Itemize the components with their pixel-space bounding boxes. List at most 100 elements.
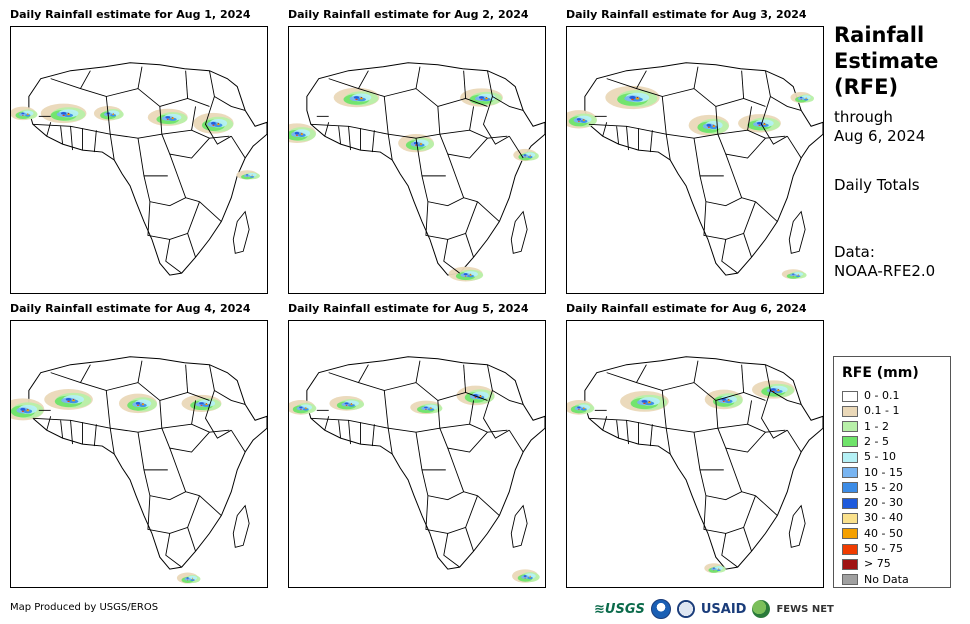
country-border [46,416,52,431]
country-border [187,527,196,552]
rainfall-cluster [193,112,234,134]
rainfall-cluster [567,400,595,415]
country-border [439,134,488,159]
country-border [324,416,330,431]
country-border [755,495,778,516]
legend-label: 1 - 2 [864,419,889,433]
rainfall-cluster [11,106,38,121]
country-border [741,364,745,393]
rain-contour [348,404,355,407]
rain-contour [756,122,762,125]
country-border [425,201,478,240]
rain-contour [524,156,526,158]
country-border [348,126,351,151]
rain-contour [485,97,488,100]
legend-item: 0.1 - 1 [842,404,899,417]
country-border [602,416,608,431]
legend-label: 50 - 75 [864,542,903,555]
rain-contour [529,575,531,577]
rain-contour [62,114,65,116]
rain-contour [344,402,349,405]
rain-contour [300,133,304,136]
rain-contour [419,143,423,145]
rain-contour [190,579,195,582]
legend-swatch [842,421,858,433]
map-panel-aug-1: Daily Rainfall estimate for Aug 1, 2024 [10,8,268,294]
rain-contour [166,118,169,120]
panel-title: Daily Rainfall estimate for Aug 5, 2024 [288,302,529,315]
rain-contour [527,155,533,159]
rainfall-cluster [688,114,730,136]
country-border [760,96,788,145]
country-border [662,88,719,135]
rain-contour [359,97,363,100]
rain-contour [479,395,482,398]
country-border [70,420,73,445]
rainfall-cluster [289,400,317,415]
country-border [443,239,460,274]
rain-contour [469,274,472,276]
country-border [60,420,64,439]
country-border [508,429,524,453]
country-border [755,201,778,222]
rain-contour [187,579,189,581]
country-border [415,66,421,89]
country-border [743,233,752,258]
rainfall-cluster [176,572,201,584]
legend-swatch [842,436,858,448]
legend-label: 40 - 50 [864,526,903,540]
country-border [616,126,620,145]
legend-label: 20 - 30 [864,496,903,510]
legend-item: 2 - 5 [842,435,889,448]
country-border [482,96,510,145]
rain-contour [199,402,204,405]
country-border [717,134,766,159]
rain-contour [799,96,803,99]
rainfall-cluster [11,398,45,421]
rain-contour [413,141,419,145]
rain-contour [142,402,144,404]
rain-contour [763,122,766,124]
rain-contour [706,123,712,127]
legend-swatch [842,512,858,524]
country-border [703,495,756,534]
rain-contour [763,123,766,126]
rainfall-cluster [289,123,316,143]
rain-contour [631,98,634,101]
rain-contour [580,119,588,123]
fews-globe-icon [752,600,771,618]
legend-item: 40 - 50 [842,527,903,540]
madagascar [788,504,806,548]
us-seal-logo [676,600,695,618]
country-border [477,201,500,222]
country-border [469,400,474,425]
rain-contour [141,403,145,406]
title-line: Rainfall [834,23,925,47]
legend-label: 10 - 15 [864,465,903,479]
country-border [725,447,743,492]
country-border [338,126,342,145]
map-panel-aug-6: Daily Rainfall estimate for Aug 6, 2024 [566,302,824,588]
country-border [626,126,629,151]
africa-map-svg [567,356,823,573]
rain-contour [429,407,432,409]
country-border [338,420,342,439]
rain-contour [300,408,302,410]
rain-contour [758,124,761,126]
rain-contour [217,122,219,124]
country-border [415,360,421,383]
rainfall-cluster [605,85,660,110]
country-border [636,70,647,89]
rainfall-map [566,26,824,294]
rain-contour [65,398,72,401]
rain-contour [425,408,427,410]
country-border [191,400,196,425]
country-border [209,364,246,405]
legend-label: 2 - 5 [864,434,889,448]
rain-contour [26,113,29,115]
country-border [32,123,230,139]
rain-contour [523,575,527,577]
rain-contour [770,388,776,391]
legend-swatch [842,405,858,417]
